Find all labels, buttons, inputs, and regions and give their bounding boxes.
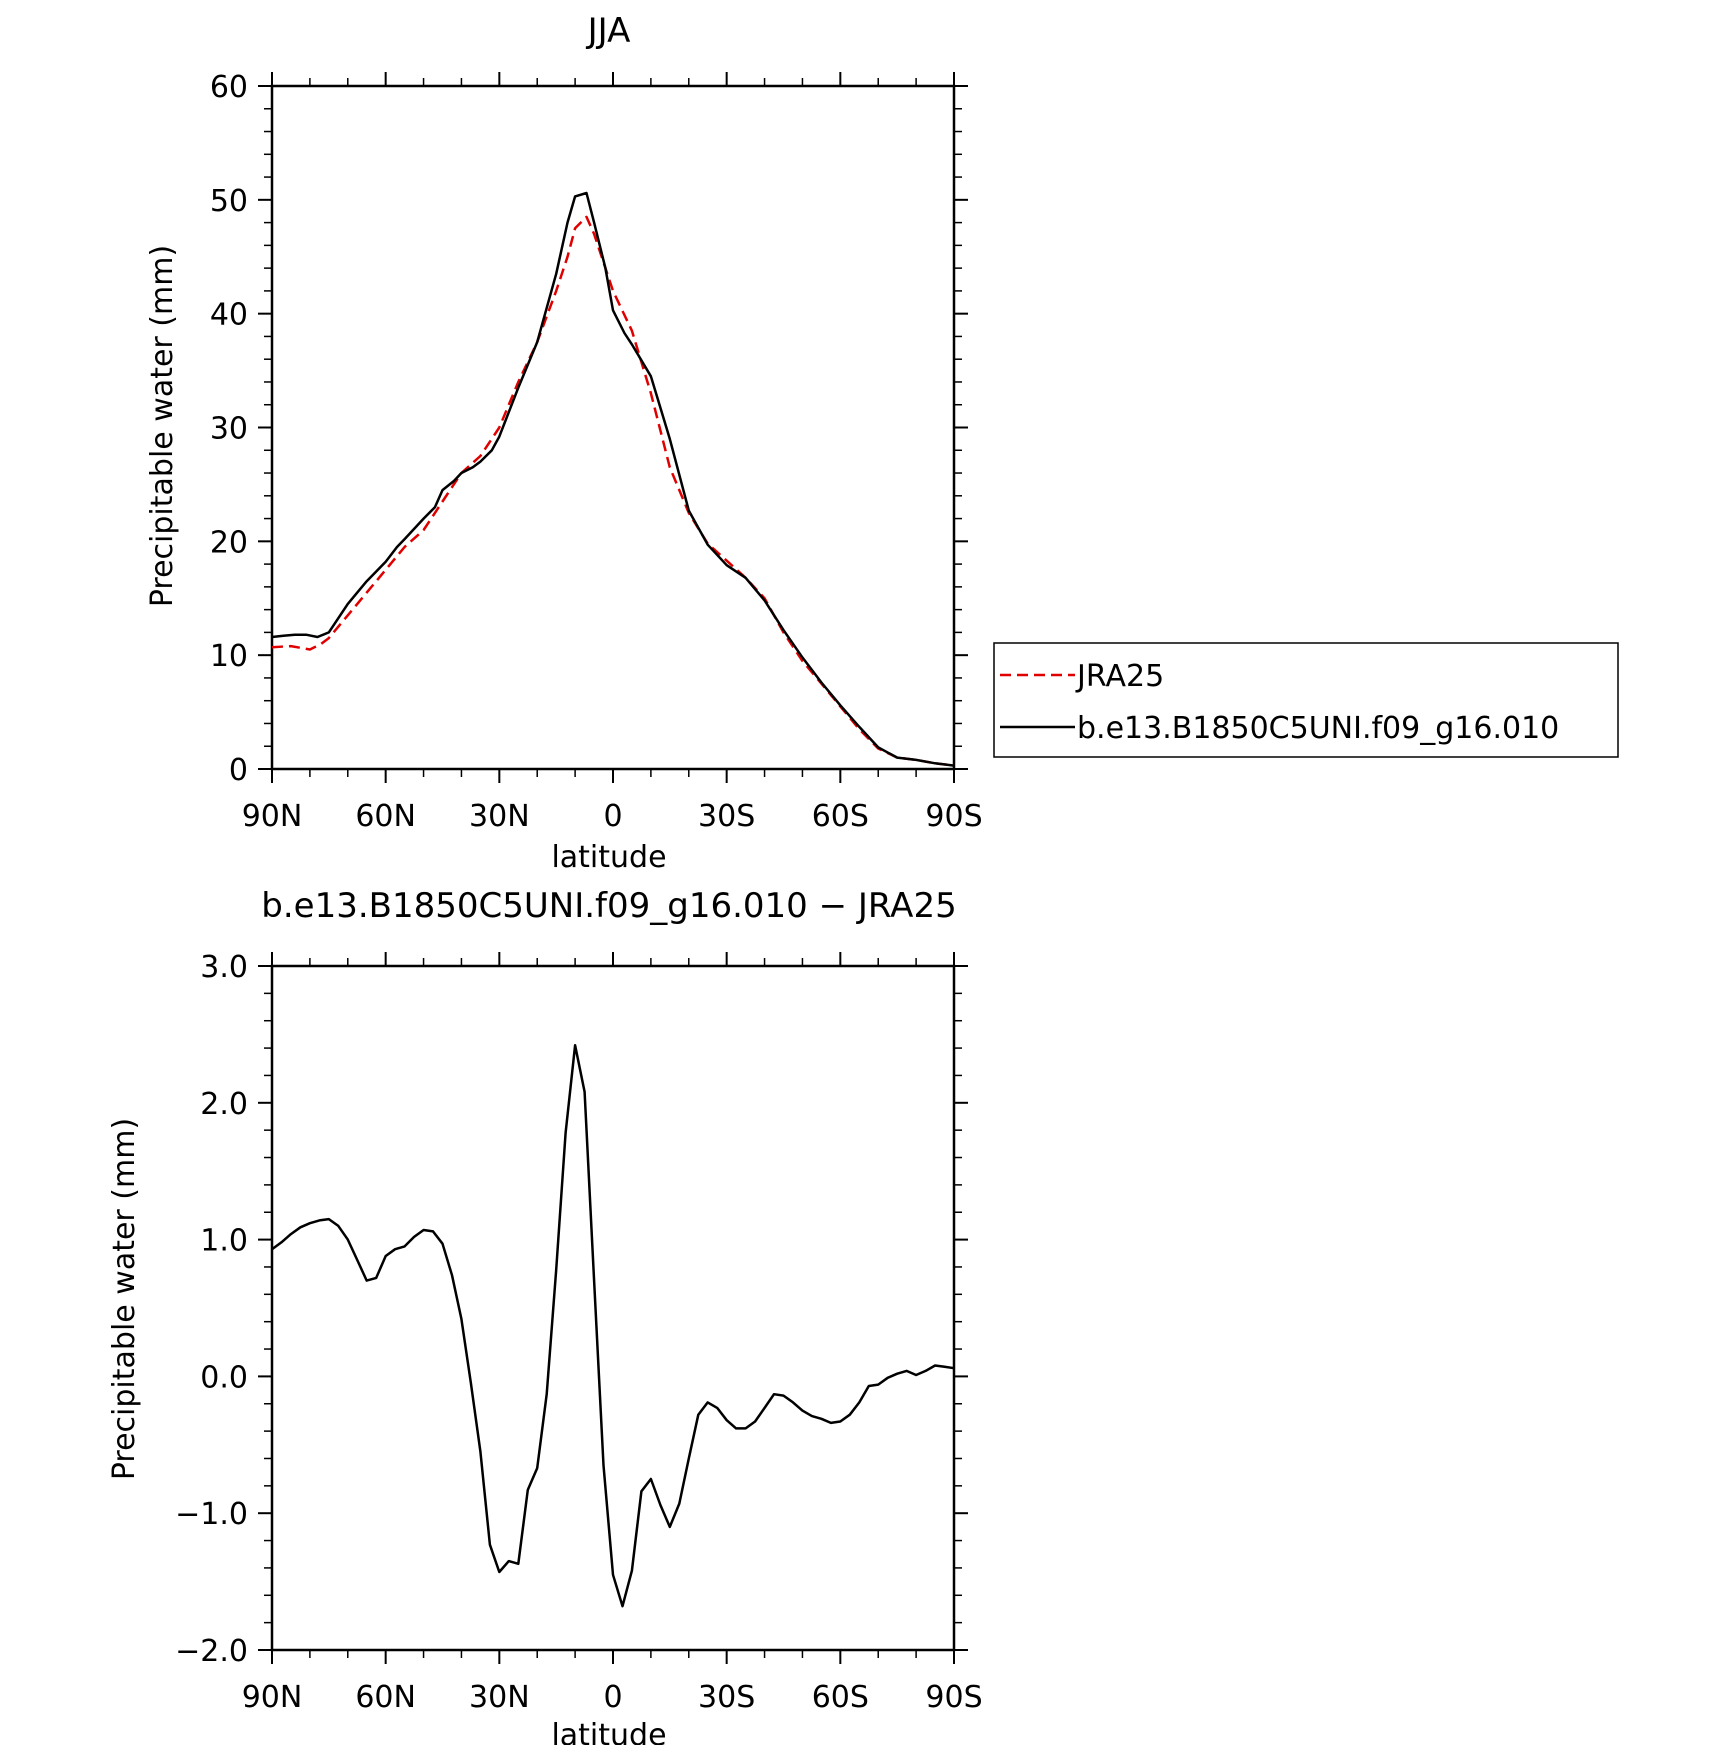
- y-tick-label: 20: [210, 525, 248, 560]
- x-axis-label-bottom: latitude: [551, 1718, 666, 1745]
- y-tick-label: 1.0: [200, 1224, 248, 1259]
- series-line-panel1-0: [271, 1044, 955, 1608]
- series-line-jra25: [271, 215, 955, 767]
- x-tick-label: 0: [603, 799, 622, 834]
- x-tick-label: 60N: [355, 1680, 416, 1715]
- x-tick-label: 30N: [469, 1680, 530, 1715]
- y-tick-label: 30: [210, 412, 248, 447]
- x-tick-label: 90N: [242, 1680, 303, 1715]
- plot-frame: [270, 964, 956, 1652]
- x-tick-label: 30S: [698, 799, 755, 834]
- legend-label-model: b.e13.B1850C5UNI.f09_g16.010: [1077, 711, 1559, 746]
- y-tick-label: 50: [210, 184, 248, 219]
- x-tick-label: 30N: [469, 799, 530, 834]
- x-axis-label-top: latitude: [551, 840, 666, 875]
- y-tick-label: −2.0: [175, 1634, 248, 1669]
- x-tick-label: 90S: [925, 799, 982, 834]
- y-axis-label-bottom: Precipitable water (mm): [107, 1118, 142, 1480]
- x-tick-label: 90S: [925, 1680, 982, 1715]
- x-tick-label: 30S: [698, 1680, 755, 1715]
- y-tick-label: 0.0: [200, 1360, 248, 1395]
- plot-area-bottom: 90N 60N 30N 0 30S 60S 90S −2.0 −1.0 0.0 1.0 2.0 3.0: [175, 950, 982, 1715]
- chart-title-bottom: b.e13.B1850C5UNI.f09_g16.010 − JRA25: [261, 886, 956, 926]
- chart-title-top: JJA: [586, 11, 631, 51]
- x-tick-label: 60N: [355, 799, 416, 834]
- plot-area-top: 90N 60N 30N 0 30S 60S 90S 0 10 20 30 40 50 60: [210, 70, 983, 834]
- legend: JRA25 b.e13.B1850C5UNI.f09_g16.010: [993, 642, 1619, 758]
- y-tick-label: 40: [210, 298, 248, 333]
- y-axis-label-top: Precipitable water (mm): [145, 245, 180, 607]
- panel-jja-profile: JJA 90N 60N 30N 0 30S 60S 90S 0 10 20 30 40 50 60 lat…: [145, 11, 983, 875]
- legend-label-jra25: JRA25: [1075, 659, 1164, 694]
- y-tick-label: 3.0: [200, 950, 248, 985]
- plot-frame: [270, 84, 956, 771]
- y-tick-label: 2.0: [200, 1087, 248, 1122]
- y-tick-label: −1.0: [175, 1497, 248, 1532]
- y-tick-label: 10: [210, 639, 248, 674]
- x-tick-label: 60S: [812, 799, 869, 834]
- y-tick-label: 60: [210, 70, 248, 105]
- panel-difference: b.e13.B1850C5UNI.f09_g16.010 − JRA25 90N…: [107, 886, 983, 1745]
- x-tick-label: 90N: [242, 799, 303, 834]
- legend-box: [993, 642, 1619, 758]
- x-tick-label: 60S: [812, 1680, 869, 1715]
- series-line-b-e13-b1850c5uni-f09-g16-010: [271, 191, 955, 767]
- y-tick-label: 0: [229, 753, 248, 788]
- x-tick-label: 0: [603, 1680, 622, 1715]
